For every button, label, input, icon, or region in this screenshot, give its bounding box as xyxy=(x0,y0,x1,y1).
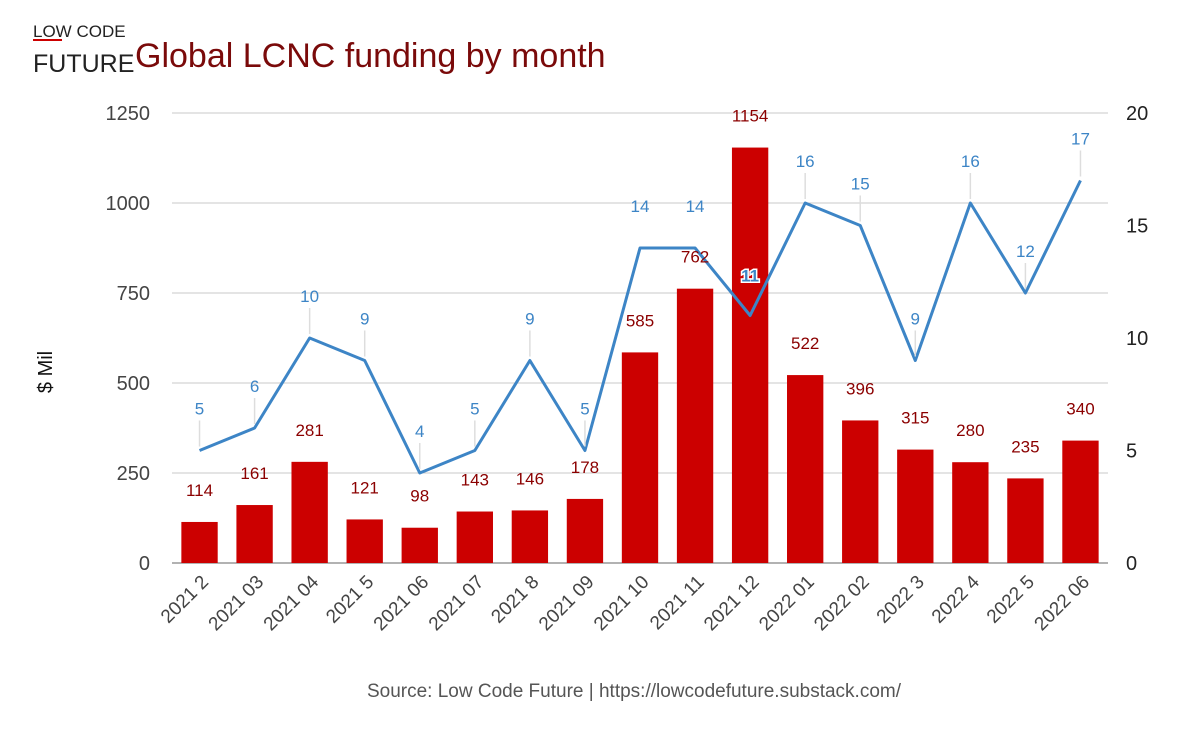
bar-series xyxy=(181,147,1099,563)
y2-tick-label: 20 xyxy=(1126,103,1148,125)
line-series xyxy=(198,179,1082,475)
line-value-label: 5 xyxy=(195,400,204,419)
line-value-label: 6 xyxy=(250,377,259,396)
bar-value-label: 280 xyxy=(956,421,984,440)
x-tick-label: 2021 10 xyxy=(590,572,653,635)
line-value-label: 5 xyxy=(470,400,479,419)
x-tick-label: 2021 03 xyxy=(205,572,268,635)
bar xyxy=(511,510,549,563)
line-value-label: 9 xyxy=(911,310,920,329)
line-value-label: 4 xyxy=(415,422,424,441)
bar-value-label: 143 xyxy=(461,471,489,490)
y-tick-label: 1000 xyxy=(106,193,151,215)
bar xyxy=(566,498,604,563)
source-note: Source: Low Code Future | https://lowcod… xyxy=(367,681,902,702)
bar xyxy=(456,511,493,563)
bar xyxy=(621,352,659,563)
line-value-label: 10 xyxy=(300,287,319,306)
y-tick-label: 1250 xyxy=(106,103,151,125)
line-value-label: 12 xyxy=(1016,242,1035,261)
y-axis-label: $ Mil xyxy=(35,351,57,393)
bar xyxy=(676,288,714,563)
bar-value-label: 178 xyxy=(571,458,599,477)
bar-value-label: 235 xyxy=(1011,437,1039,456)
bar-value-label: 396 xyxy=(846,379,874,398)
y-tick-label: 500 xyxy=(117,373,150,395)
line-value-label: 14 xyxy=(631,197,650,216)
logo-top-text: LOW CODE xyxy=(33,22,126,41)
bar xyxy=(897,449,934,563)
line-value-label: 14 xyxy=(686,197,705,216)
line-value-label: 16 xyxy=(961,152,980,171)
bar-value-label: 114 xyxy=(186,481,213,500)
y2-tick-label: 10 xyxy=(1126,328,1148,350)
line-value-label: 15 xyxy=(851,175,870,194)
x-tick-label: 2021 07 xyxy=(425,572,488,635)
y-tick-label: 250 xyxy=(117,463,150,485)
x-tick-label: 2021 11 xyxy=(646,572,708,634)
bar-value-label: 161 xyxy=(240,464,268,483)
bar xyxy=(291,461,328,563)
bar xyxy=(1062,440,1099,563)
bar-value-label: 121 xyxy=(351,478,379,497)
x-tick-label: 2021 06 xyxy=(370,572,433,635)
bar-value-label: 146 xyxy=(516,469,544,488)
x-tick-label: 2022 4 xyxy=(928,571,984,627)
bar-value-label: 340 xyxy=(1066,400,1094,419)
bar-value-label: 281 xyxy=(295,421,323,440)
line-value-label: 9 xyxy=(525,310,534,329)
logo-bottom-text: FUTURE xyxy=(33,50,134,78)
line-value-label: 5 xyxy=(580,400,589,419)
bar-value-label: 522 xyxy=(791,334,819,353)
line-value-label: 11 xyxy=(741,267,759,286)
bar xyxy=(952,462,989,563)
bar-value-label: 762 xyxy=(681,248,709,267)
y-tick-label: 750 xyxy=(117,283,150,305)
bar xyxy=(181,521,218,563)
x-tick-label: 2021 04 xyxy=(260,571,324,635)
bar xyxy=(346,519,383,563)
x-tick-label: 2021 09 xyxy=(535,572,598,635)
bar xyxy=(236,505,273,563)
x-tick-label: 2021 12 xyxy=(700,572,763,635)
line-path xyxy=(198,179,1082,475)
bar-value-label: 315 xyxy=(901,409,929,428)
bar-value-label: 1154 xyxy=(732,107,769,126)
x-tick-label: 2022 3 xyxy=(873,572,929,628)
y2-tick-label: 5 xyxy=(1126,441,1137,463)
logo: LOW CODE FUTURE xyxy=(33,22,134,78)
bar xyxy=(842,420,879,563)
bar xyxy=(401,527,438,563)
bar xyxy=(1007,478,1044,563)
x-tick-label: 2022 02 xyxy=(810,572,873,635)
y2-tick-label: 15 xyxy=(1126,216,1148,238)
bar-value-label: 585 xyxy=(626,311,654,330)
bar xyxy=(731,147,769,563)
line-value-label: 9 xyxy=(360,310,369,329)
line-value-label: 17 xyxy=(1071,130,1090,149)
y2-tick-label: 0 xyxy=(1126,553,1137,575)
bar-value-label: 98 xyxy=(410,487,429,506)
bar xyxy=(787,375,824,563)
line-value-label: 16 xyxy=(796,152,815,171)
x-tick-label: 2022 06 xyxy=(1031,572,1094,635)
x-tick-label: 2022 01 xyxy=(755,572,818,635)
y-tick-label: 0 xyxy=(139,553,150,575)
chart-title: Global LCNC funding by month xyxy=(135,37,606,75)
